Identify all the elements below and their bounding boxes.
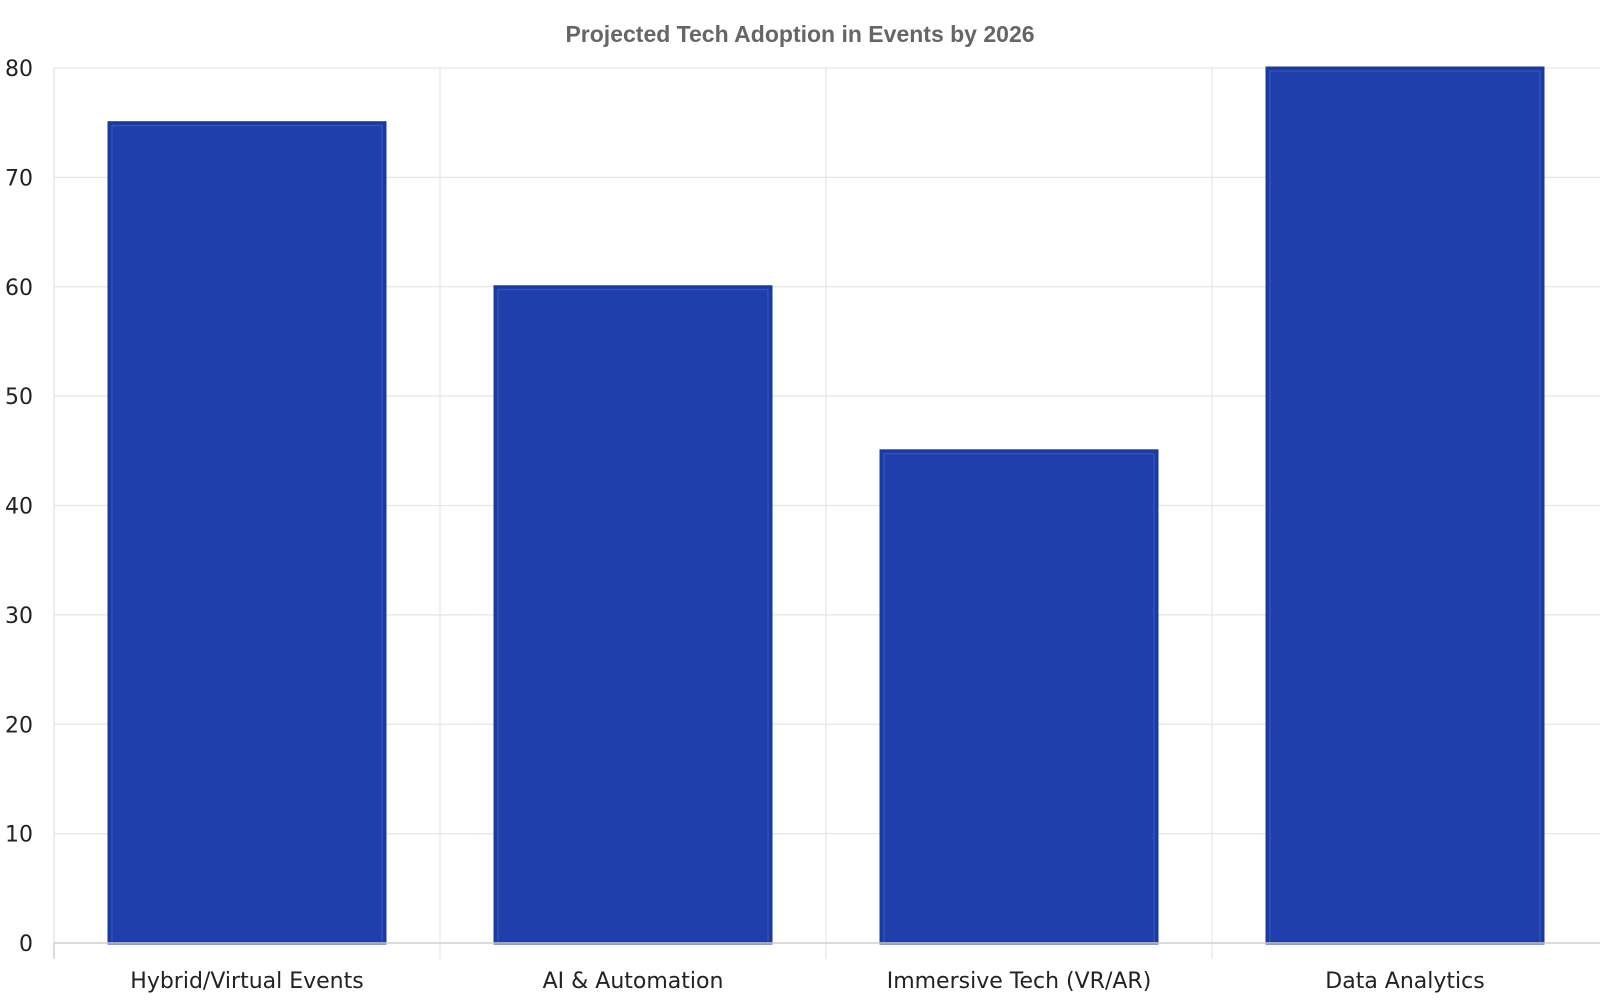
y-tick-label: 30 [5, 604, 33, 629]
x-tick-label: Immersive Tech (VR/AR) [887, 969, 1152, 994]
y-tick-label: 60 [5, 276, 33, 301]
y-axis-ticks: 0 10 20 30 40 50 60 70 80 [5, 57, 33, 957]
y-tick-label: 40 [5, 495, 33, 520]
y-tick-label: 80 [5, 57, 33, 82]
chart-title: Projected Tech Adoption in Events by 202… [565, 21, 1034, 47]
axes [53, 68, 1600, 959]
x-tick-label: Hybrid/Virtual Events [130, 969, 363, 994]
y-tick-label: 20 [5, 713, 33, 738]
bar [493, 285, 773, 945]
bar [107, 121, 387, 945]
x-tick-label: Data Analytics [1325, 969, 1484, 994]
x-axis-ticks: Hybrid/Virtual Events AI & Automation Imme… [130, 969, 1484, 994]
bars [107, 66, 1545, 945]
bar [1265, 66, 1545, 945]
y-tick-label: 10 [5, 823, 33, 848]
y-tick-label: 0 [19, 932, 33, 957]
y-tick-label: 70 [5, 166, 33, 191]
x-tick-label: AI & Automation [543, 969, 724, 994]
y-tick-label: 50 [5, 385, 33, 410]
bar [879, 449, 1159, 945]
